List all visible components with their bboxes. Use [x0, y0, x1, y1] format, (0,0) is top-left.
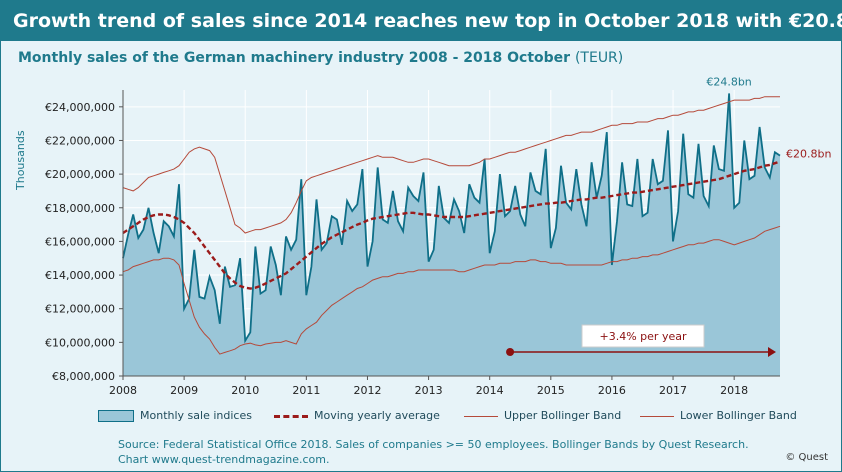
legend-label-lower: Lower Bollinger Band [680, 409, 797, 422]
x-tick-label: 2011 [292, 384, 320, 397]
chart-subtitle: Monthly sales of the German machinery in… [18, 50, 623, 66]
trend-label: +3.4% per year [600, 330, 687, 343]
series-area-monthly-sales [123, 93, 780, 377]
y-tick-label: €24,000,000 [45, 101, 115, 114]
x-tick-label: 2013 [415, 384, 443, 397]
legend-swatch-area [98, 410, 134, 422]
subtitle-unit: (TEUR) [574, 50, 624, 66]
legend-label-area: Monthly sale indices [140, 409, 252, 422]
last-value-annotation: €20.8bn [786, 148, 831, 161]
y-tick-label: €8,000,000 [52, 370, 115, 383]
x-tick-label: 2017 [659, 384, 687, 397]
source-note: Source: Federal Statistical Office 2018.… [118, 437, 749, 467]
legend-swatch-lower [640, 415, 674, 417]
x-tick-label: 2012 [353, 384, 381, 397]
x-tick-label: 2018 [720, 384, 748, 397]
source-line-2: Chart www.quest-trendmagazine.com. [118, 453, 330, 466]
copyright: © Quest [785, 452, 828, 463]
y-tick-label: €10,000,000 [45, 336, 115, 349]
series-line-monthly-sales [122, 93, 781, 344]
subtitle-text: Monthly sales of the German machinery in… [18, 50, 571, 66]
y-tick-label: €14,000,000 [45, 269, 115, 282]
banner-title: Growth trend of sales since 2014 reaches… [1, 1, 842, 41]
legend-item-lower: Lower Bollinger Band [640, 408, 797, 424]
x-tick-label: 2015 [537, 384, 565, 397]
x-tick-label: 2016 [598, 384, 626, 397]
legend-item-upper: Upper Bollinger Band [464, 408, 621, 424]
x-tick-label: 2014 [476, 384, 504, 397]
legend-swatch-upper [464, 415, 498, 417]
trend-arrow-head [768, 347, 776, 357]
legend-label-average: Moving yearly average [314, 409, 440, 422]
legend-item-average: Moving yearly average [274, 408, 440, 424]
series-line-moving-average [122, 160, 781, 290]
x-tick-label: 2009 [170, 384, 198, 397]
trend-arrow-start [506, 348, 515, 356]
series-line-lower-bollinger [122, 225, 781, 355]
series-line-upper-bollinger [122, 96, 780, 234]
legend-item-area: Monthly sale indices [98, 408, 252, 424]
source-line-1: Source: Federal Statistical Office 2018.… [118, 438, 749, 451]
legend: Monthly sale indices Moving yearly avera… [92, 408, 822, 426]
legend-swatch-average [274, 414, 308, 418]
trend-label-box [581, 324, 705, 348]
y-tick-label: €18,000,000 [45, 202, 115, 215]
peak-annotation: €24.8bn [706, 75, 751, 88]
legend-label-upper: Upper Bollinger Band [504, 409, 622, 422]
y-tick-label: €20,000,000 [45, 168, 115, 181]
x-tick-label: 2010 [231, 384, 259, 397]
y-tick-label: €12,000,000 [45, 303, 115, 316]
y-tick-label: €22,000,000 [45, 134, 115, 147]
x-tick-label: 2008 [109, 384, 137, 397]
y-tick-label: €16,000,000 [45, 235, 115, 248]
